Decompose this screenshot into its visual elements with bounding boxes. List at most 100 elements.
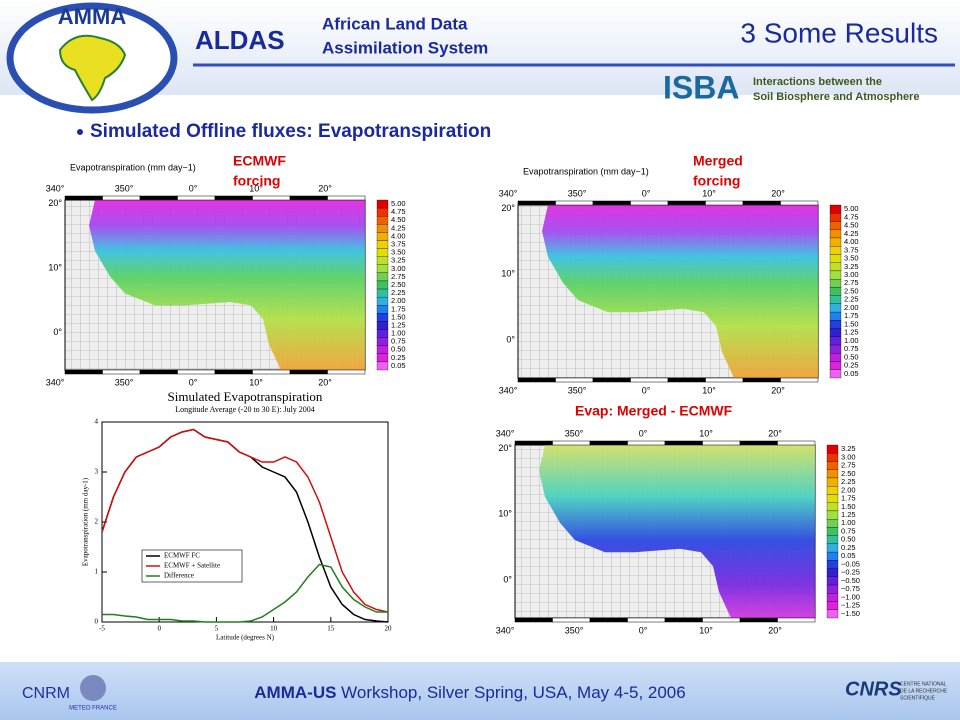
colorbar-cell xyxy=(826,609,839,619)
colorbar-cell xyxy=(376,321,389,330)
name-line: Assimilation System xyxy=(322,38,488,57)
colorbar-cell xyxy=(829,246,842,255)
colorbar-cell xyxy=(826,477,839,487)
colorbar-label: 1.50 xyxy=(391,312,406,321)
map-frame-band xyxy=(739,440,778,446)
amma-logo-text: AMMA xyxy=(58,4,127,29)
colorbar-cell xyxy=(829,237,842,247)
cnrs-line: SCIENTIFIQUE xyxy=(900,695,936,701)
name-line: African Land Data xyxy=(322,14,468,33)
map-frame-band xyxy=(555,200,594,206)
colorbar-label: 1.50 xyxy=(844,319,859,328)
map-frame-band xyxy=(139,369,178,375)
colorbar-label: 1.75 xyxy=(391,304,406,313)
map-frame-band xyxy=(742,377,781,383)
map-frame-band xyxy=(289,195,328,201)
chart-title: Simulated Evapotranspiration xyxy=(168,389,323,404)
y-axis-label: Evapotranspiration (mm day-1) xyxy=(82,477,90,566)
map-frame-band xyxy=(667,377,706,383)
colorbar-label: 2.50 xyxy=(841,469,856,478)
lat-label: 10° xyxy=(498,509,512,519)
map-frame-band xyxy=(214,195,253,201)
colorbar-cell xyxy=(829,328,842,337)
colorbar-label: 3.75 xyxy=(844,245,859,254)
map-frame-band xyxy=(64,195,103,201)
lon-label: 340° xyxy=(496,428,515,438)
colorbar-cell xyxy=(829,344,842,354)
colorbar-cell xyxy=(376,337,389,346)
chart-subtitle: Longitude Average (-20 to 30 E): July 20… xyxy=(175,405,315,414)
lon-label: 10° xyxy=(249,183,263,193)
x-axis-label: Latitude (degrees N) xyxy=(216,634,275,642)
bullet-dot xyxy=(77,129,83,135)
map-frame-band xyxy=(177,195,216,201)
lon-label: 10° xyxy=(699,428,713,438)
colorbar-cell xyxy=(826,535,839,545)
colorbar-label: −1.50 xyxy=(841,609,860,618)
x-tick-label: 0 xyxy=(157,625,161,633)
colorbar-label: 2.00 xyxy=(844,303,859,312)
map-label: ECMWF xyxy=(233,153,286,169)
series-line xyxy=(101,428,389,613)
colorbar-cell xyxy=(829,369,842,379)
lab-sub: METEO FRANCE xyxy=(69,706,117,712)
bullet: Simulated Offline fluxes: Evapotranspira… xyxy=(90,121,491,142)
colorbar-label: −0.05 xyxy=(841,559,860,568)
lon-label: 340° xyxy=(46,183,65,193)
lon-label: 0° xyxy=(642,188,651,198)
event: AMMA-US Workshop, Silver Spring, USA, Ma… xyxy=(254,683,685,702)
colorbar-label: 2.50 xyxy=(844,286,859,295)
map-frame-band xyxy=(589,440,628,446)
colorbar-cell xyxy=(376,224,389,233)
map-frame-band xyxy=(667,200,706,206)
map-frame-band xyxy=(102,195,141,201)
colorbar-label: 1.75 xyxy=(841,494,856,503)
colorbar-cell xyxy=(829,254,842,263)
colorbar-cell xyxy=(826,527,839,536)
map-frame-band xyxy=(555,377,594,383)
colorbar-label: 3.00 xyxy=(844,270,859,279)
colorbar-label: 2.75 xyxy=(841,461,856,470)
colorbar-cell xyxy=(376,353,389,363)
colorbar-label: 4.00 xyxy=(844,237,859,246)
colorbar-label: 0.25 xyxy=(841,543,856,552)
colorbar-label: 3.50 xyxy=(391,248,406,257)
map-label: Merged xyxy=(693,153,743,169)
map-frame-band xyxy=(739,617,778,623)
colorbar-cell xyxy=(376,361,389,371)
lat-label: 20° xyxy=(48,198,62,208)
colorbar-label: 4.25 xyxy=(391,223,406,232)
lon-label: 10° xyxy=(699,625,713,635)
colorbar-cell xyxy=(376,345,389,354)
colorbar-cell xyxy=(829,287,842,296)
colorbar-cell xyxy=(376,280,389,290)
map-frame-band xyxy=(252,369,291,375)
map-frame-band xyxy=(780,200,819,206)
colorbar-label: 2.75 xyxy=(391,272,406,281)
colorbar-label: 0.25 xyxy=(391,353,406,362)
map-frame-band xyxy=(177,369,216,375)
lon-label: 20° xyxy=(771,188,785,198)
map-frame-band xyxy=(702,617,741,623)
colorbar-cell xyxy=(829,204,842,214)
colorbar-cell xyxy=(826,560,839,569)
map-land xyxy=(539,445,815,618)
colorbar-cell xyxy=(376,216,389,225)
colorbar-label: 5.00 xyxy=(391,199,406,208)
colorbar-label: 3.00 xyxy=(841,452,856,461)
y-tick-label: 3 xyxy=(95,468,99,476)
colorbar-cell xyxy=(826,568,839,577)
colorbar-label: 0.75 xyxy=(841,526,856,535)
colorbar-label: 3.75 xyxy=(391,240,406,249)
lon-label: 350° xyxy=(115,183,134,193)
event-bold: AMMA-US xyxy=(254,683,336,702)
colorbar-label: 3.25 xyxy=(844,262,859,271)
lon-label: 0° xyxy=(642,385,651,395)
colorbar-cell xyxy=(826,543,839,553)
map-frame-band xyxy=(705,377,744,383)
colorbar-label: 2.25 xyxy=(391,288,406,297)
colorbar-cell xyxy=(826,453,839,462)
map-frame-band xyxy=(705,200,744,206)
map-frame-band xyxy=(552,617,591,623)
